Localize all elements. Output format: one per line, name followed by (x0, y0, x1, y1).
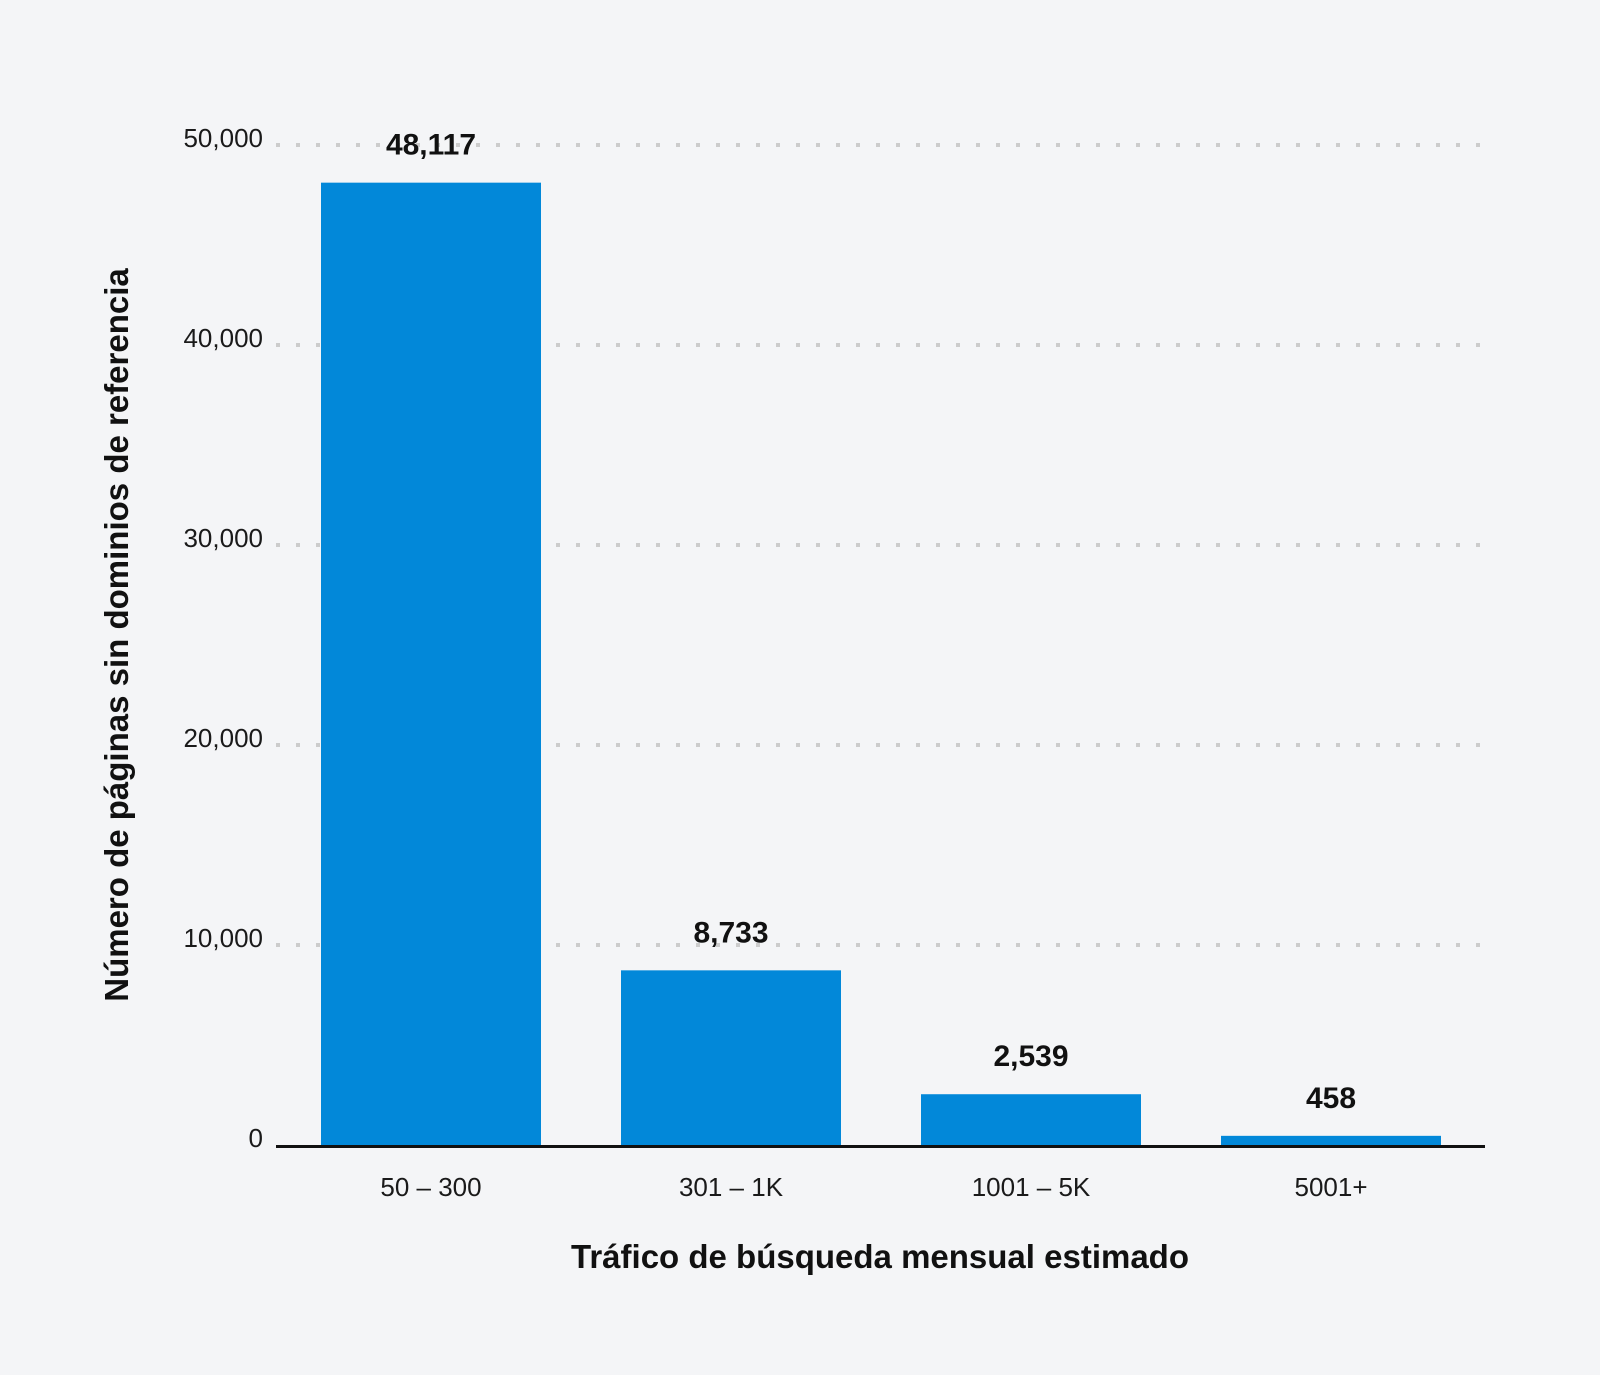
bar (921, 1094, 1141, 1145)
y-axis-title: Número de páginas sin dominios de refere… (98, 268, 135, 1002)
y-tick-label: 10,000 (183, 923, 263, 953)
value-label: 8,733 (693, 916, 768, 949)
bar (621, 970, 841, 1145)
bar (321, 182, 541, 1145)
x-tick-label: 50 – 300 (380, 1172, 481, 1202)
y-axis-ticks: 0 10,000 20,000 30,000 40,000 50,000 (183, 123, 263, 1153)
x-tick-label: 5001+ (1294, 1172, 1367, 1202)
value-label: 48,117 (386, 129, 476, 162)
x-tick-label: 1001 – 5K (972, 1172, 1091, 1202)
x-axis-title: Tráfico de búsqueda mensual estimado (571, 1238, 1189, 1275)
y-tick-label: 20,000 (183, 723, 263, 753)
y-tick-label: 30,000 (183, 523, 263, 553)
bars (321, 182, 1441, 1145)
value-label: 458 (1306, 1082, 1356, 1115)
value-label: 2,539 (993, 1040, 1068, 1073)
value-labels: 48,117 8,733 2,539 458 (386, 129, 1356, 1115)
y-tick-label: 0 (249, 1123, 263, 1153)
bar (1221, 1135, 1441, 1145)
y-tick-label: 50,000 (183, 123, 263, 153)
y-tick-label: 40,000 (183, 323, 263, 353)
x-axis-ticks: 50 – 300 301 – 1K 1001 – 5K 5001+ (380, 1172, 1367, 1202)
x-tick-label: 301 – 1K (679, 1172, 784, 1202)
